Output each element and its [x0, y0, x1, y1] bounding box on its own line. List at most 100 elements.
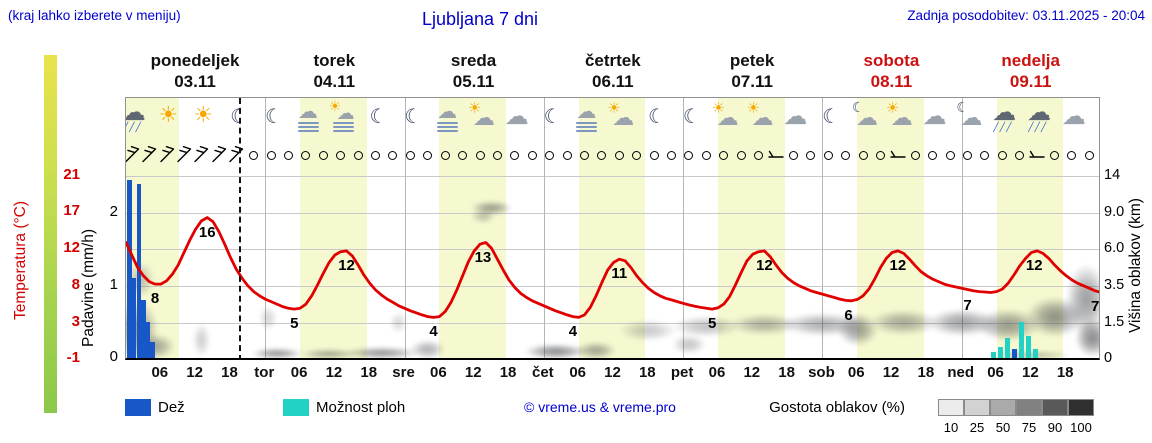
- fog-line: [437, 122, 459, 124]
- day-name-08.11: sobota: [863, 51, 920, 70]
- temp-value-label-12-9: 12: [756, 256, 773, 274]
- cloud-glyph: ☁: [783, 102, 808, 130]
- moon-glyph: ☾: [682, 104, 701, 128]
- h-gridline-4: [126, 323, 1099, 324]
- fog-line: [576, 122, 598, 124]
- showers-legend-label: Možnost ploh: [316, 399, 406, 416]
- temp-value-label-4-4: 4: [429, 323, 438, 341]
- sun-glyph: ☀: [746, 99, 760, 117]
- wind-calm-circle-34: [719, 151, 729, 160]
- cloud-density-blob-14: [619, 320, 678, 341]
- shower-bar-3: [1019, 321, 1024, 358]
- cloud-glyph: ☁: [297, 99, 318, 123]
- x-tick-12-60: 12: [464, 364, 482, 381]
- x-tick-06-126: 06: [847, 364, 865, 381]
- x-tick-18-66: 18: [499, 364, 517, 381]
- moon-cloud-weather-icon: ☾ ☁: [952, 99, 988, 139]
- cloud-density-blob-13: [575, 342, 617, 358]
- cloud-tick-1.5: 1.5: [1104, 314, 1125, 330]
- x-tick-18-42: 18: [360, 364, 378, 381]
- sun-cloud-weather-icon: ☀ ☁: [465, 99, 501, 139]
- shower-bar-1: [998, 347, 1003, 358]
- page-title: Ljubljana 7 dni: [421, 9, 539, 29]
- day-date-07.11: 07.11: [731, 72, 773, 91]
- fog-line: [297, 122, 319, 124]
- h-gridline-1: [126, 213, 1099, 214]
- shower-bar-2: [1005, 337, 1010, 358]
- temp-tick-3: 3: [71, 313, 80, 330]
- cloud-density-blob-3: [192, 323, 211, 357]
- shower-bar-5: [1033, 349, 1038, 358]
- moon-glyph: ☾: [264, 104, 283, 128]
- h-gridline-0: [126, 176, 1099, 177]
- rain-bar-4: [145, 321, 151, 358]
- cloud-density-box-90: [1042, 399, 1068, 416]
- cloud-glyph: ☁: [716, 106, 739, 131]
- cloud-glyph: ☁: [612, 106, 635, 131]
- x-tick-12-36: 12: [325, 364, 343, 381]
- daylight-band-2: [439, 98, 507, 358]
- rainmark-glyph: ╱╱╱: [1028, 123, 1048, 133]
- wind-calm-circle-17: [423, 151, 433, 160]
- cloud-density-value-10: 10: [943, 420, 959, 435]
- cloud-weather-icon: ☁: [778, 99, 814, 139]
- cloud-glyph: ☁: [437, 99, 458, 123]
- cloud-density-blob-6: [300, 349, 359, 358]
- x-tick-pet-96: pet: [670, 364, 694, 381]
- darkcloud-glyph: ☁: [1027, 98, 1052, 126]
- moon-weather-icon: ☾: [360, 99, 396, 139]
- cloud-glyph: ☁: [1061, 102, 1086, 130]
- cloud-density-value-75: 75: [1021, 420, 1037, 435]
- wind-calm-circle-16: [405, 151, 415, 160]
- day-date-08.11: 08.11: [870, 72, 913, 91]
- fog-weather-icon: ☁: [569, 99, 605, 139]
- daylight-band-3: [578, 98, 646, 358]
- sun-glyph: ☀: [607, 99, 621, 117]
- day-separator-48: [404, 98, 406, 358]
- moon-glyph: ☾: [543, 104, 562, 128]
- cloud-density-value-25: 25: [969, 420, 985, 435]
- wind-calm-circle-27: [597, 151, 607, 160]
- cloud-glyph: ☁: [336, 103, 355, 124]
- shower-bar-4: [1026, 336, 1031, 358]
- wind-calm-circle-55: [1084, 151, 1094, 160]
- x-tick-06-102: 06: [708, 364, 726, 381]
- x-tick-12-12: 12: [186, 364, 203, 381]
- wind-calm-circle-41: [841, 151, 851, 160]
- now-marker-line: [238, 98, 241, 358]
- cloud-density-blob-5: [250, 347, 303, 358]
- temp-value-label-16-1: 16: [198, 223, 216, 241]
- darkcloud-glyph: ☁: [992, 98, 1017, 126]
- cloud-density-blob-4: [259, 306, 277, 331]
- x-tick-18-90: 18: [638, 364, 656, 381]
- wind-calm-circle-47: [945, 151, 955, 160]
- wind-calm-circle-49: [980, 151, 990, 160]
- rain-tick-1: 1: [109, 276, 118, 293]
- wind-calm-circle-25: [562, 151, 572, 160]
- temperature-scale-strip: [44, 55, 57, 413]
- sun-cloud-weather-icon: ☀ ☁: [743, 99, 779, 139]
- moon-weather-icon: ☾: [256, 99, 292, 139]
- wind-calm-circle-9: [284, 151, 293, 160]
- day-date-05.11: 05.11: [452, 72, 495, 91]
- wind-calm-circle-11: [318, 151, 328, 160]
- fog-line: [437, 130, 459, 132]
- moon-weather-icon: ☾: [639, 99, 675, 139]
- wind-calm-circle-45: [910, 151, 920, 160]
- moon-glyph: ☾: [404, 104, 423, 128]
- wind-barb-icon-0: [126, 146, 140, 163]
- wind-calm-circle-26: [579, 151, 589, 160]
- wind-barb-icon-52: [1029, 150, 1045, 158]
- x-tick-06-54: 06: [430, 364, 447, 381]
- day-name-03.11: ponedeljek: [150, 51, 240, 70]
- wind-calm-circle-46: [928, 151, 938, 160]
- cloud-weather-icon: ☁: [500, 99, 536, 139]
- day-separator-24: [265, 98, 267, 358]
- credit-link[interactable]: © vreme.us & vreme.pro: [524, 399, 676, 415]
- temp-value-label-7-12: 7: [963, 296, 972, 314]
- moon-cloud-weather-icon: ☾ ☁: [848, 99, 884, 139]
- x-tick-18-138: 18: [917, 364, 935, 381]
- day-separator-72: [543, 98, 545, 358]
- fog-weather-icon: ☁: [430, 99, 466, 139]
- cloud-weather-icon: ☁: [918, 99, 954, 139]
